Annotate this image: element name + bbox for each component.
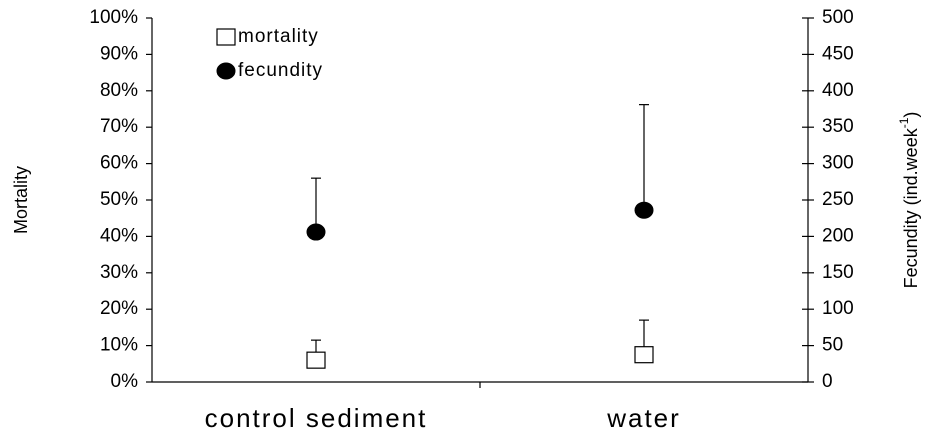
y2-tick-label: 300 [822, 153, 854, 174]
y2-tick-label: 200 [822, 225, 854, 246]
y2-tick-label: 100 [822, 298, 854, 319]
y2-label-end: ) [901, 112, 921, 118]
point [634, 346, 654, 364]
y-tick-label: 0% [111, 371, 139, 392]
point [306, 223, 326, 241]
legend-label: mortality [238, 26, 319, 47]
x-tick-label: water [606, 403, 681, 433]
legend-label: fecundity [238, 60, 323, 81]
y-tick-label: 40% [100, 225, 138, 246]
y2-axis-label: Fecundity (ind.week-1) [897, 112, 921, 289]
y-tick-label: 10% [100, 335, 138, 356]
x-tick-label: control sediment [205, 403, 428, 433]
y-tick-label: 60% [100, 153, 138, 174]
y2-tick-label: 0 [822, 371, 833, 392]
legend-marker [216, 28, 236, 46]
y2-tick-label: 250 [822, 189, 854, 210]
y2-label-sup: -1 [897, 117, 911, 128]
y-tick-label: 50% [100, 189, 138, 210]
point [634, 201, 654, 219]
y-tick-label: 30% [100, 262, 138, 283]
y-tick-label: 70% [100, 116, 138, 137]
y2-tick-label: 50 [822, 335, 843, 356]
point [306, 351, 326, 369]
y-tick-label: 100% [89, 7, 138, 28]
y-axis-label: Mortality [11, 166, 31, 234]
y-tick-label: 80% [100, 80, 138, 101]
y2-tick-label: 400 [822, 80, 854, 101]
legend-marker [216, 62, 236, 80]
y-tick-label: 90% [100, 43, 138, 64]
y2-tick-label: 500 [822, 7, 854, 28]
y2-tick-label: 150 [822, 262, 854, 283]
y-tick-label: 20% [100, 298, 138, 319]
y2-tick-label: 450 [822, 43, 854, 64]
y2-label-text: Fecundity (ind.week [901, 127, 921, 288]
y2-tick-label: 350 [822, 116, 854, 137]
